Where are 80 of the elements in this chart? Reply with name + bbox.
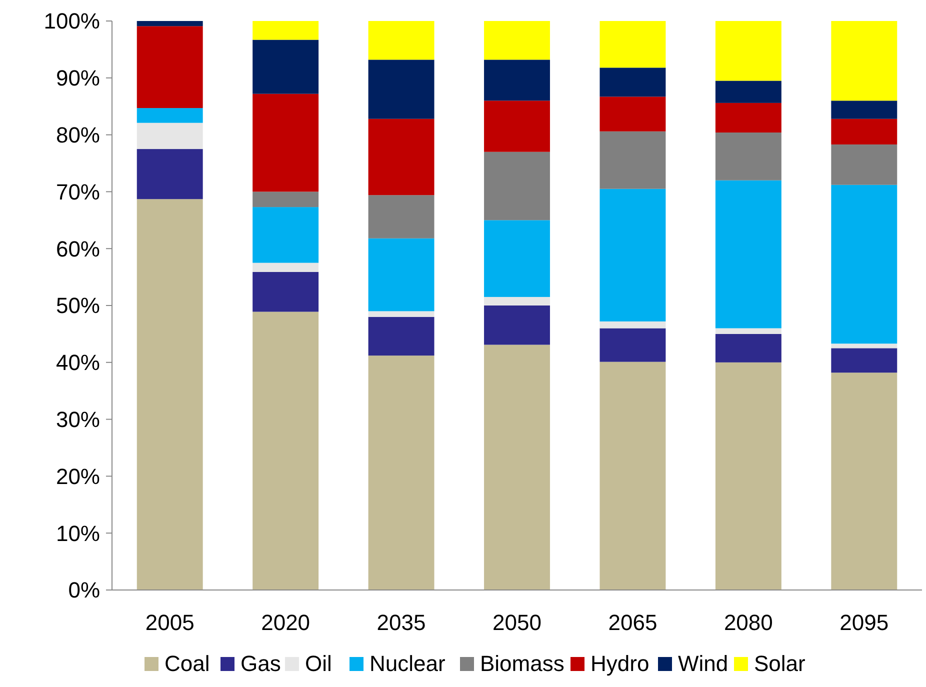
bar xyxy=(136,108,203,123)
y-tick-label: 100% xyxy=(44,8,100,34)
bar xyxy=(484,60,550,101)
bar xyxy=(136,21,203,26)
x-tick-label: 2095 xyxy=(840,610,889,635)
bar xyxy=(715,328,782,334)
bar xyxy=(831,372,898,590)
legend-label: Solar xyxy=(754,651,806,676)
bar xyxy=(252,262,319,272)
bar xyxy=(600,321,666,328)
legend-label: Gas xyxy=(240,651,281,676)
y-tick-label: 20% xyxy=(56,464,100,489)
bar xyxy=(484,296,550,306)
bar xyxy=(368,238,434,312)
y-tick-label: 50% xyxy=(56,293,100,318)
bar xyxy=(831,344,898,348)
bar xyxy=(600,328,666,362)
legend-label: Hydro xyxy=(590,651,650,676)
legend-label: Nuclear xyxy=(370,651,446,676)
bar xyxy=(831,144,898,185)
bar xyxy=(252,21,319,40)
bar xyxy=(136,149,203,200)
bar xyxy=(831,100,898,119)
bar xyxy=(252,312,319,590)
bar xyxy=(136,199,203,590)
bar xyxy=(715,362,782,590)
bar xyxy=(600,131,666,189)
bar xyxy=(831,118,898,144)
bar xyxy=(600,21,666,68)
bar xyxy=(368,311,434,317)
y-tick-label: 60% xyxy=(56,236,100,262)
bar xyxy=(484,100,550,152)
bar xyxy=(484,152,550,220)
x-tick-label: 2035 xyxy=(376,610,426,635)
bar xyxy=(252,94,319,192)
bar xyxy=(368,356,434,590)
legend-label: Biomass xyxy=(480,651,564,676)
bar xyxy=(715,102,782,133)
y-tick-label: 70% xyxy=(56,179,100,204)
bar xyxy=(484,344,550,590)
x-tick-label: 2065 xyxy=(608,610,658,635)
y-tick-label: 80% xyxy=(56,122,100,148)
bar xyxy=(831,348,898,373)
bar xyxy=(831,184,898,344)
y-tick-label: 0% xyxy=(68,578,100,603)
bar xyxy=(484,21,550,60)
y-tick-label: 10% xyxy=(56,520,100,546)
x-tick-label: 2050 xyxy=(492,610,542,635)
legend-label: Wind xyxy=(678,651,728,676)
bar xyxy=(368,316,434,356)
bar xyxy=(368,195,434,238)
bar xyxy=(715,21,782,81)
bar xyxy=(715,180,782,328)
x-tick-label: 2005 xyxy=(145,610,194,635)
y-tick-label: 90% xyxy=(56,66,100,91)
bar xyxy=(252,272,319,312)
bar xyxy=(715,334,782,362)
bar xyxy=(831,21,898,101)
bar xyxy=(252,40,319,94)
bar xyxy=(484,220,550,297)
bar xyxy=(600,362,666,590)
legend-label: Oil xyxy=(305,651,332,676)
bar xyxy=(600,96,666,132)
bar xyxy=(136,122,203,150)
bar xyxy=(484,306,550,345)
bar xyxy=(600,188,666,322)
bar xyxy=(368,21,434,60)
bar xyxy=(252,192,319,208)
bar xyxy=(368,60,434,119)
bar xyxy=(715,80,782,103)
bar xyxy=(136,26,203,108)
bar xyxy=(252,207,319,263)
bar xyxy=(368,118,434,196)
bar xyxy=(715,132,782,180)
x-tick-label: 2020 xyxy=(261,610,310,635)
legend-label: Coal xyxy=(164,651,210,676)
bar xyxy=(600,68,666,97)
y-tick-label: 30% xyxy=(56,407,100,432)
x-tick-label: 2080 xyxy=(724,610,773,635)
y-tick-label: 40% xyxy=(56,350,100,376)
